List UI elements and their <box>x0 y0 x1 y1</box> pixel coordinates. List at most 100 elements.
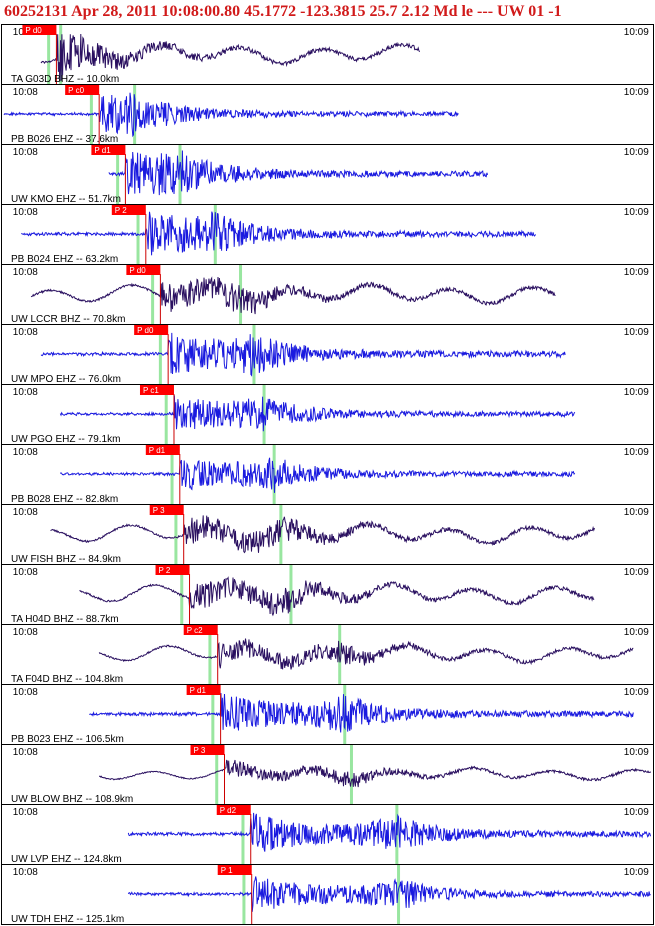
pick-label: P d0 <box>129 266 146 275</box>
trace-panel: 10:08 10:09 P 1 UW TDH EHZ -- 125.1km <box>1 864 654 925</box>
pick-label: P 3 <box>153 506 165 515</box>
station-label: UW FISH BHZ -- 84.9km <box>11 554 121 565</box>
waveform-trace <box>89 693 634 733</box>
panel-frame <box>1 84 654 145</box>
pick-label: P c2 <box>187 626 203 635</box>
tick-label: 10:09 <box>624 387 649 398</box>
pick-flag <box>91 145 126 155</box>
trace-panel: 10:08 10:09 P d0 UW LCCR BHZ -- 70.8km <box>1 264 654 325</box>
pick-label: P d1 <box>190 686 207 695</box>
trace-panel: 10:08 10:09 P 3 UW FISH BHZ -- 84.9km <box>1 504 654 565</box>
tick-label: 10:08 <box>13 447 38 458</box>
pick-label: P 2 <box>115 206 127 215</box>
pick-flag <box>139 385 174 395</box>
waveform-trace <box>59 395 576 432</box>
station-label: UW LVP EHZ -- 124.8km <box>11 854 122 865</box>
tick-label: 10:08 <box>13 387 38 398</box>
pick-flag <box>145 445 180 455</box>
pick-label: P d1 <box>94 146 111 155</box>
trace-panel: 10:08 10:09 P d1 UW KMO EHZ -- 51.7km <box>1 144 654 205</box>
tick-label: 10:09 <box>624 447 649 458</box>
panel-frame <box>1 864 654 925</box>
pick-flag <box>149 505 184 515</box>
tick-label: 10:09 <box>624 687 649 698</box>
station-label: UW PGO EHZ -- 79.1km <box>11 434 120 445</box>
tick-label: 10:08 <box>13 867 38 878</box>
waveform-trace <box>127 876 651 912</box>
tick-label: 10:08 <box>13 327 38 338</box>
tick-label: 10:08 <box>13 87 38 98</box>
waveform-trace <box>40 332 566 377</box>
station-label: UW KMO EHZ -- 51.7km <box>11 194 121 205</box>
station-label: PB B026 EHZ -- 37.6km <box>11 134 118 145</box>
station-label: PB B028 EHZ -- 82.8km <box>11 494 118 505</box>
tick-label: 10:08 <box>13 687 38 698</box>
tick-label: 10:09 <box>624 507 649 518</box>
tick-label: 10:09 <box>624 747 649 758</box>
waveform-trace <box>79 576 595 617</box>
pick-flag <box>111 205 146 215</box>
trace-panel: 10:08 10:09 P 3 UW BLOW BHZ -- 108.9km <box>1 744 654 805</box>
tick-label: 10:08 <box>13 267 38 278</box>
tick-label: 10:09 <box>624 627 649 638</box>
pick-label: P d2 <box>220 806 237 815</box>
trace-panel: 10:08 10:09 P c0 PB B026 EHZ -- 37.6km <box>1 84 654 145</box>
pick-flag <box>155 565 190 575</box>
pick-label: P d0 <box>25 26 42 35</box>
pick-flag <box>190 745 225 755</box>
station-label: TA G03D BHZ -- 10.0km <box>11 74 119 85</box>
pick-flag <box>217 865 252 875</box>
trace-panel: 10:08 10:09 P d1 PB B023 EHZ -- 106.5km <box>1 684 654 745</box>
station-label: UW MPO EHZ -- 76.0km <box>11 374 121 385</box>
tick-label: 10:08 <box>13 507 38 518</box>
tick-label: 10:09 <box>624 147 649 158</box>
waveform-trace <box>98 759 652 788</box>
pick-label: P 2 <box>159 566 171 575</box>
trace-panel: 10:08 10:09 P 2 PB B024 EHZ -- 63.2km <box>1 204 654 265</box>
pick-flag <box>183 625 218 635</box>
tick-label: 10:09 <box>624 807 649 818</box>
tick-label: 10:08 <box>13 207 38 218</box>
tick-label: 10:08 <box>13 747 38 758</box>
waveform-trace <box>108 150 489 196</box>
trace-panel: 10:08 10:09 P c2 TA F04D BHZ -- 104.8km <box>1 624 654 685</box>
waveform-trace <box>59 457 576 493</box>
pick-flag <box>126 265 161 275</box>
trace-panel: 10:08 10:09 P d1 PB B028 EHZ -- 82.8km <box>1 444 654 505</box>
waveform-trace <box>3 92 459 138</box>
trace-panel: 10:08 10:09 P d0 UW MPO EHZ -- 76.0km <box>1 324 654 385</box>
pick-label: P d1 <box>149 446 166 455</box>
pick-flag <box>134 325 169 335</box>
trace-panel: 10:08 10:09 P c1 UW PGO EHZ -- 79.1km <box>1 384 654 445</box>
pick-label: P 3 <box>194 746 206 755</box>
waveform-trace <box>21 211 536 256</box>
station-label: UW TDH EHZ -- 125.1km <box>11 914 124 925</box>
pick-flag <box>22 25 57 35</box>
tick-label: 10:08 <box>13 147 38 158</box>
tick-label: 10:08 <box>13 567 38 578</box>
panel-frame <box>1 744 654 805</box>
station-label: UW BLOW BHZ -- 108.9km <box>11 794 133 805</box>
pick-flag <box>216 805 251 815</box>
pick-label: P 1 <box>221 866 233 875</box>
waveform-trace <box>40 33 421 82</box>
tick-label: 10:09 <box>624 267 649 278</box>
pick-label: P d0 <box>137 326 154 335</box>
station-label: PB B023 EHZ -- 106.5km <box>11 734 124 745</box>
pick-label: P c0 <box>68 86 84 95</box>
trace-panel: 10:08 10:09 P d2 UW LVP EHZ -- 124.8km <box>1 804 654 865</box>
tick-label: 10:08 <box>13 627 38 638</box>
panel-frame <box>1 504 654 565</box>
tick-label: 10:09 <box>624 87 649 98</box>
pick-flag <box>65 85 100 95</box>
waveform-trace <box>30 276 556 315</box>
pick-label: P c1 <box>143 386 159 395</box>
station-label: TA H04D BHZ -- 88.7km <box>11 614 119 625</box>
tick-label: 10:08 <box>13 807 38 818</box>
tick-label: 10:09 <box>624 207 649 218</box>
trace-panel: 10:08 10:09 P 2 TA H04D BHZ -- 88.7km <box>1 564 654 625</box>
tick-label: 10:09 <box>624 27 649 38</box>
station-label: PB B024 EHZ -- 63.2km <box>11 254 118 265</box>
